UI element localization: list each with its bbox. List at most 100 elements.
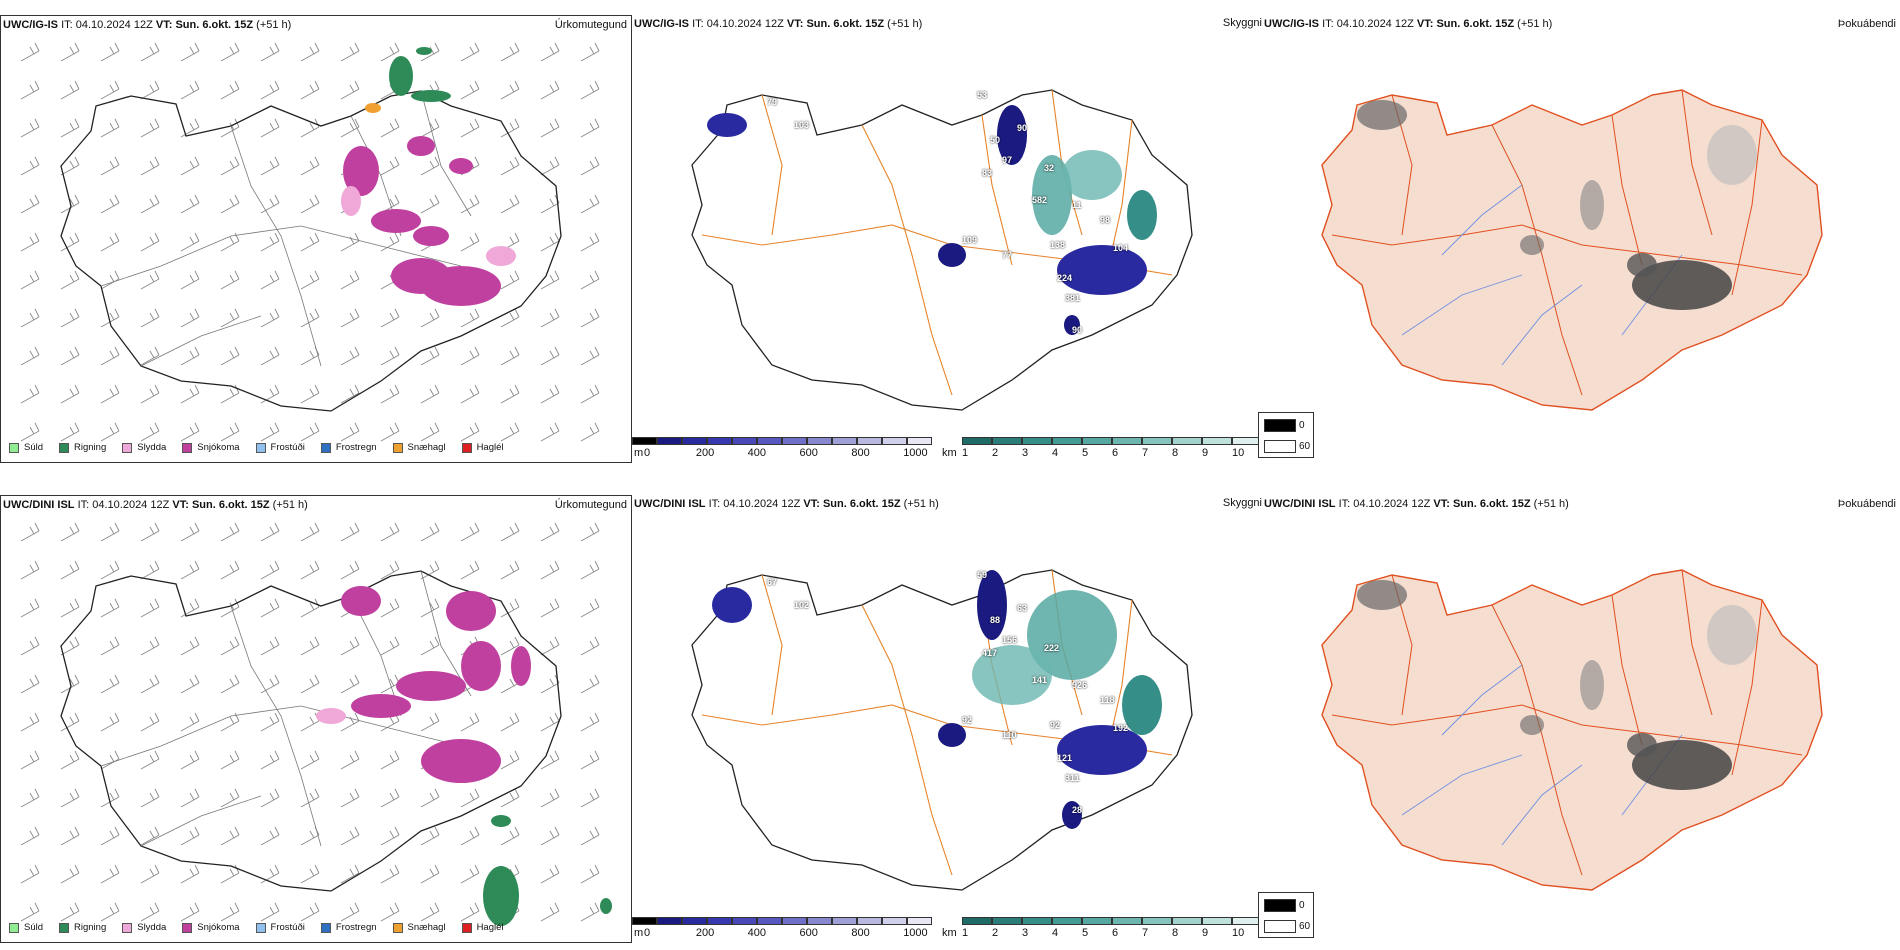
wind-barb (540, 598, 560, 618)
wind-barb (500, 118, 520, 138)
wind-barb (20, 156, 40, 176)
colorbar-segment (707, 437, 732, 445)
fog-swatch-low (1264, 419, 1296, 432)
wind-barb (460, 80, 480, 100)
wind-barb (420, 826, 440, 846)
colorbar-tick-label: 400 (747, 447, 767, 459)
wind-barb (180, 422, 200, 442)
wind-barb (20, 118, 40, 138)
iceland-land (1321, 569, 1823, 891)
wind-barb (260, 560, 280, 580)
wind-barb (180, 788, 200, 808)
ceiling-value: 381 (1065, 293, 1081, 303)
colorbar-segment (882, 917, 907, 925)
wind-barb (580, 308, 600, 328)
colorbar-segment (1082, 437, 1112, 445)
colorbar-segment (632, 917, 657, 925)
wind-barb (100, 118, 120, 138)
panel-title: UWC/DINI ISL IT: 04.10.2024 12Z VT: Sun.… (634, 498, 939, 510)
wind-barb (260, 194, 280, 214)
colorbar-segment (1172, 437, 1202, 445)
fog-map (1321, 569, 1823, 891)
wind-barb (20, 826, 40, 846)
wind-barb (500, 598, 520, 618)
ceiling-value: 582 (1032, 195, 1048, 205)
wind-barb (340, 422, 360, 442)
fog-legend: 0 60 (1258, 892, 1314, 938)
wind-barb (380, 384, 400, 404)
wind-barb (100, 384, 120, 404)
legend-item-frostudi: Frostúði (255, 922, 305, 933)
wind-barb (340, 902, 360, 922)
legend-item-frostudi: Frostúði (255, 442, 305, 453)
wind-barb (300, 750, 320, 770)
visibility-ticks: 1 2 3 4 5 6 7 8 9 10 (962, 927, 1262, 941)
wind-barb (300, 422, 320, 442)
wind-barb (20, 232, 40, 252)
colorbar-tick-label: 2 (992, 447, 999, 459)
colorbar-segment (857, 437, 882, 445)
wind-barb (300, 598, 320, 618)
wind-barb (220, 712, 240, 732)
wind-barb (460, 422, 480, 442)
wind-barb (580, 674, 600, 694)
colorbar-segment (682, 437, 707, 445)
wind-barb (60, 156, 80, 176)
wind-barb (300, 232, 320, 252)
wind-barb (340, 636, 360, 656)
wind-barb (540, 902, 560, 922)
precip-panel-bottom: UWC/DINI ISL IT: 04.10.2024 12Z VT: Sun.… (0, 495, 632, 943)
wind-barb (180, 864, 200, 884)
visibility-colorbar (962, 917, 1262, 925)
wind-barb (140, 80, 160, 100)
colorbar-tick-label: 1000 (903, 447, 928, 459)
colorbar-segment (962, 917, 992, 925)
ceiling-value: 102 (794, 600, 810, 610)
wind-barb (220, 674, 240, 694)
colorbar-tick-label: 200 (695, 927, 715, 939)
colorbar-segment (962, 437, 992, 445)
precip-legend: Súld Rigning Slydda Snjókoma Frostúði Fr… (9, 922, 520, 933)
wind-barb (260, 712, 280, 732)
ceiling-value: 192 (1113, 723, 1129, 733)
wind-barb (500, 750, 520, 770)
wind-barb (100, 560, 120, 580)
visibility-colorbar (962, 437, 1262, 445)
ceiling-value: 88 (990, 615, 1001, 625)
wind-barb (420, 712, 440, 732)
legend-swatch (9, 922, 19, 933)
wind-barb (340, 346, 360, 366)
wind-barb (60, 42, 80, 62)
wind-barb (260, 384, 280, 404)
wind-barb (460, 118, 480, 138)
wind-barb (460, 232, 480, 252)
wind-barb (380, 232, 400, 252)
wind-barb (140, 826, 160, 846)
ceiling-value: 90 (1017, 123, 1028, 133)
colorbar-tick-label: 9 (1202, 447, 1209, 459)
ceiling-value: 90 (1072, 325, 1083, 335)
wind-barb (140, 118, 160, 138)
wind-barb (580, 42, 600, 62)
ceiling-value: 138 (1050, 240, 1066, 250)
wind-barb (100, 422, 120, 442)
colorbar-tick-label: 400 (747, 927, 767, 939)
colorbar-tick-label: 800 (851, 927, 870, 939)
wind-barb (340, 864, 360, 884)
wind-barb (420, 522, 440, 542)
wind-barb (540, 560, 560, 580)
wind-barb (380, 598, 400, 618)
wind-barb (380, 422, 400, 442)
colorbar-segment (657, 917, 682, 925)
wind-barb (140, 308, 160, 328)
wind-barb (100, 156, 120, 176)
legend-item-snaehagl: Snæhagl (392, 922, 446, 933)
wind-barb (580, 194, 600, 214)
wind-barb (380, 42, 400, 62)
wind-barb (180, 42, 200, 62)
wind-barb (60, 712, 80, 732)
legend-item-sudd: Súld (9, 442, 43, 453)
wind-barb (260, 788, 280, 808)
wind-barb (500, 308, 520, 328)
wind-barb (20, 422, 40, 442)
